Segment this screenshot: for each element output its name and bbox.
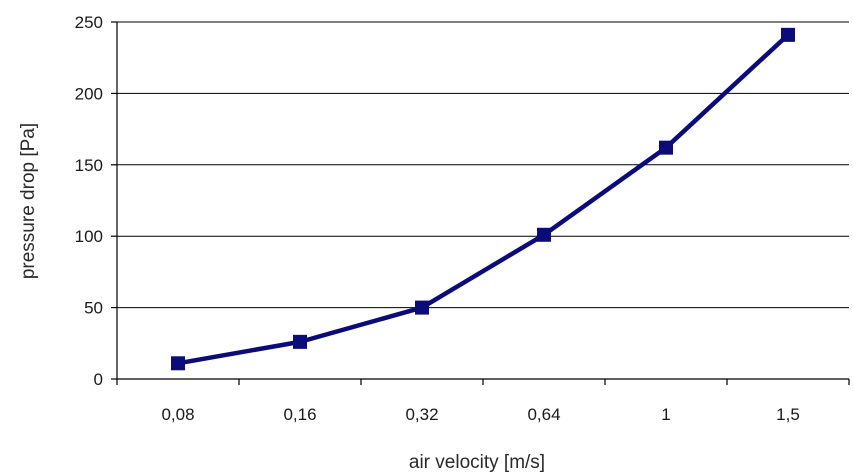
axes-layer — [111, 21, 850, 385]
x-tick-label: 1 — [661, 405, 670, 424]
data-point-marker — [293, 334, 307, 349]
data-point-marker — [415, 300, 429, 315]
x-tick-label: 0,64 — [527, 405, 560, 424]
series-line — [175, 32, 791, 366]
y-tick-label: 50 — [84, 299, 103, 318]
data-point-marker — [171, 356, 185, 371]
series-layer — [171, 27, 795, 371]
x-tick-label: 0,32 — [405, 405, 438, 424]
x-tick-label: 0,08 — [161, 405, 194, 424]
data-point-marker — [537, 227, 551, 242]
x-tick-label: 0,16 — [283, 405, 316, 424]
x-tick-label: 1,5 — [776, 405, 800, 424]
data-point-marker — [781, 27, 795, 42]
y-tick-label: 0 — [94, 370, 103, 389]
labels-layer: 0 50 100 150 200 250 0,08 0,16 0,32 0,64 1 1,5 — [75, 13, 800, 424]
y-tick-label: 250 — [75, 13, 103, 32]
y-tick-label: 100 — [75, 227, 103, 246]
y-axis-title: pressure drop [Pa] — [18, 123, 39, 279]
y-tick-label: 150 — [75, 156, 103, 175]
x-axis-title: air velocity [m/s] — [409, 452, 545, 472]
data-point-marker — [659, 140, 673, 155]
y-tick-label: 200 — [75, 84, 103, 103]
grid-layer — [117, 21, 849, 309]
